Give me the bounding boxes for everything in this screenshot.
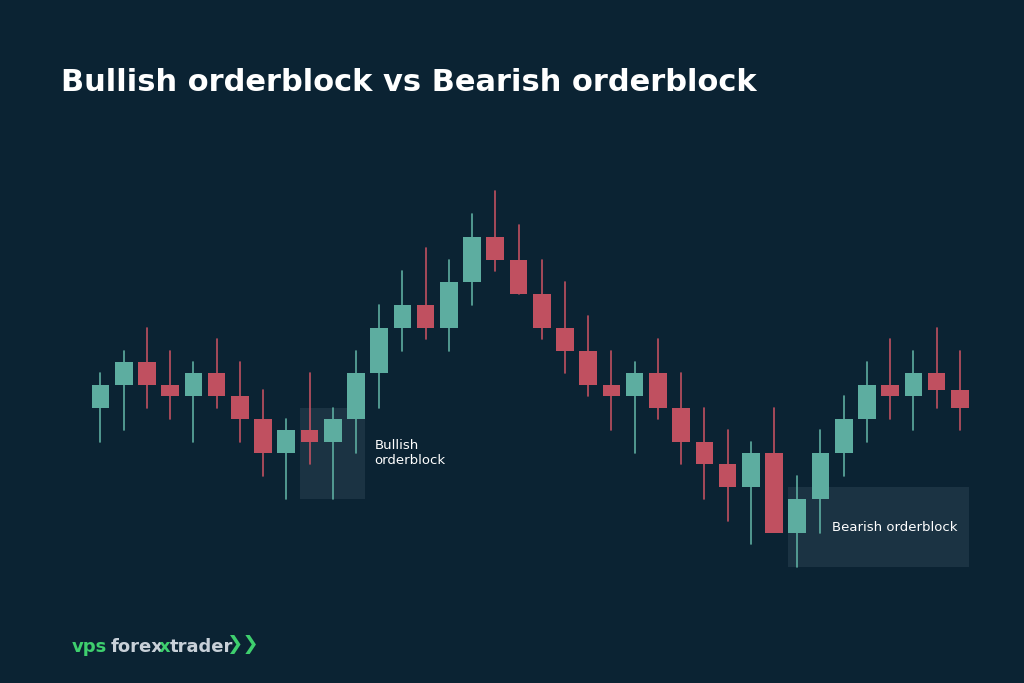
Bar [787,487,969,567]
Bar [162,385,179,396]
Bar [719,464,736,487]
Text: ❯❯: ❯❯ [226,635,259,654]
Bar [138,362,156,385]
Bar [208,374,225,396]
Bar [951,391,969,408]
Bar [788,499,806,533]
Text: trader: trader [170,638,233,656]
Bar [602,385,621,396]
Bar [649,374,667,408]
Text: forex: forex [111,638,164,656]
Bar [673,408,690,442]
Text: vps: vps [72,638,106,656]
Bar [626,374,643,396]
Bar [278,430,295,453]
Bar [812,453,829,499]
Bar [92,385,110,408]
Bar [254,419,272,453]
Bar [928,374,945,391]
Bar [301,430,318,442]
Bar [231,396,249,419]
Text: Bullish orderblock vs Bearish orderblock: Bullish orderblock vs Bearish orderblock [61,68,757,97]
Bar [347,374,365,419]
Bar [184,374,202,396]
Bar [742,453,760,487]
Bar [324,419,342,442]
Bar [463,237,481,282]
Bar [440,282,458,328]
Bar [695,442,713,464]
Text: Bearish orderblock: Bearish orderblock [833,520,957,533]
Bar [580,350,597,385]
Bar [532,294,551,328]
Bar [393,305,412,328]
Bar [835,419,853,453]
Bar [904,374,923,396]
Bar [300,408,366,499]
Bar [556,328,573,350]
Bar [765,453,782,533]
Bar [115,362,132,385]
Text: Bullish
orderblock: Bullish orderblock [375,439,445,467]
Bar [882,385,899,396]
Bar [858,385,876,419]
Bar [371,328,388,374]
Bar [510,260,527,294]
Text: x: x [159,638,170,656]
Bar [417,305,434,328]
Bar [486,237,504,260]
